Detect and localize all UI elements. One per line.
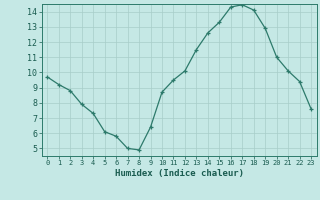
X-axis label: Humidex (Indice chaleur): Humidex (Indice chaleur) bbox=[115, 169, 244, 178]
